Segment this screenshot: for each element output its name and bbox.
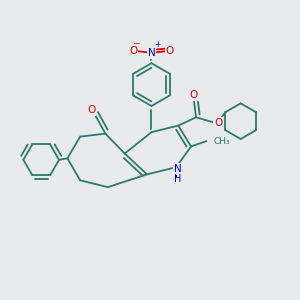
Text: −: −	[132, 38, 139, 47]
Text: CH₃: CH₃	[213, 136, 230, 146]
Text: O: O	[166, 46, 174, 56]
Text: +: +	[154, 40, 161, 49]
Text: O: O	[129, 46, 137, 56]
Text: O: O	[87, 106, 95, 116]
Text: N: N	[148, 48, 155, 58]
Text: O: O	[214, 118, 222, 128]
Text: N: N	[174, 164, 182, 174]
Text: O: O	[190, 90, 198, 100]
Text: H: H	[174, 173, 181, 184]
